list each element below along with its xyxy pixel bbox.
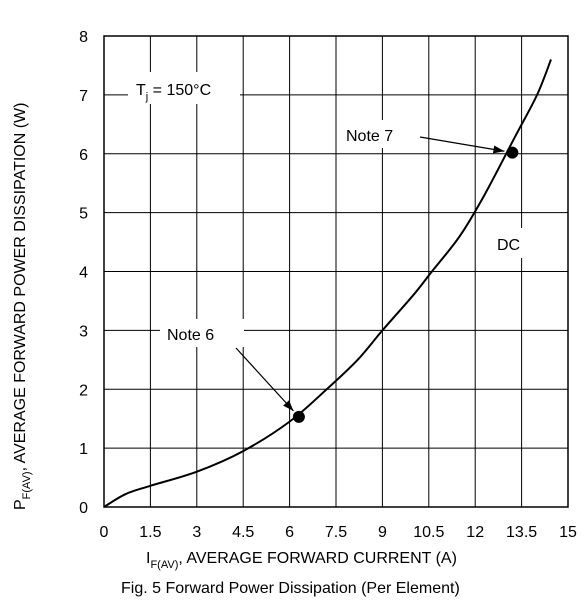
x-tick-label: 15 <box>559 524 577 541</box>
x-tick-label: 4.5 <box>232 524 254 541</box>
y-tick-labels: 0 1 2 3 4 5 6 7 8 <box>79 29 88 517</box>
y-tick-label: 7 <box>79 88 88 105</box>
junction-temperature-label: Tj = 150°C <box>136 82 211 103</box>
note-7-label: Note 7 <box>346 128 393 145</box>
note-marker-0 <box>292 410 305 423</box>
note-arrow-0 <box>235 347 294 412</box>
note-marker-1 <box>506 146 519 159</box>
y-tick-label: 2 <box>79 382 88 399</box>
x-tick-label: 12 <box>466 524 484 541</box>
note-arrowhead-0 <box>283 400 294 412</box>
grid <box>103 35 569 508</box>
figure-caption: Fig. 5 Forward Power Dissipation (Per El… <box>121 580 460 597</box>
dc-series-line <box>103 59 552 508</box>
x-tick-label: 9 <box>378 524 387 541</box>
x-tick-labels: 0 1.5 3 4.5 6 7.5 9 10.5 12 13.5 15 <box>100 524 577 541</box>
x-tick-label: 7.5 <box>325 524 347 541</box>
y-axis-label: PF(AV), AVERAGE FORWARD POWER DISSIPATIO… <box>12 103 33 511</box>
condition-label-background <box>128 72 240 104</box>
annotations <box>235 136 519 423</box>
y-tick-label: 6 <box>79 147 88 164</box>
y-tick-label: 1 <box>79 441 88 458</box>
x-tick-label: 13.5 <box>506 524 537 541</box>
note-arrowhead-1 <box>492 145 505 154</box>
y-tick-label: 5 <box>79 206 88 223</box>
series-label-dc: DC <box>497 237 520 254</box>
x-tick-label: 3 <box>192 524 201 541</box>
note-arrow-1 <box>419 136 505 152</box>
y-tick-label: 8 <box>79 29 88 46</box>
x-tick-label: 0 <box>100 524 109 541</box>
note6-label-background <box>160 319 244 347</box>
plot-frame <box>103 35 569 508</box>
note7-label-background <box>338 120 420 148</box>
y-tick-label: 0 <box>79 500 88 517</box>
dc-label-background <box>490 228 546 258</box>
x-tick-label: 6 <box>285 524 294 541</box>
y-tick-label: 4 <box>79 265 88 282</box>
x-axis-label: IF(AV), AVERAGE FORWARD CURRENT (A) <box>146 550 457 571</box>
note-6-label: Note 6 <box>167 327 214 344</box>
y-tick-label: 3 <box>79 323 88 340</box>
x-tick-label: 1.5 <box>139 524 161 541</box>
x-tick-label: 10.5 <box>413 524 444 541</box>
